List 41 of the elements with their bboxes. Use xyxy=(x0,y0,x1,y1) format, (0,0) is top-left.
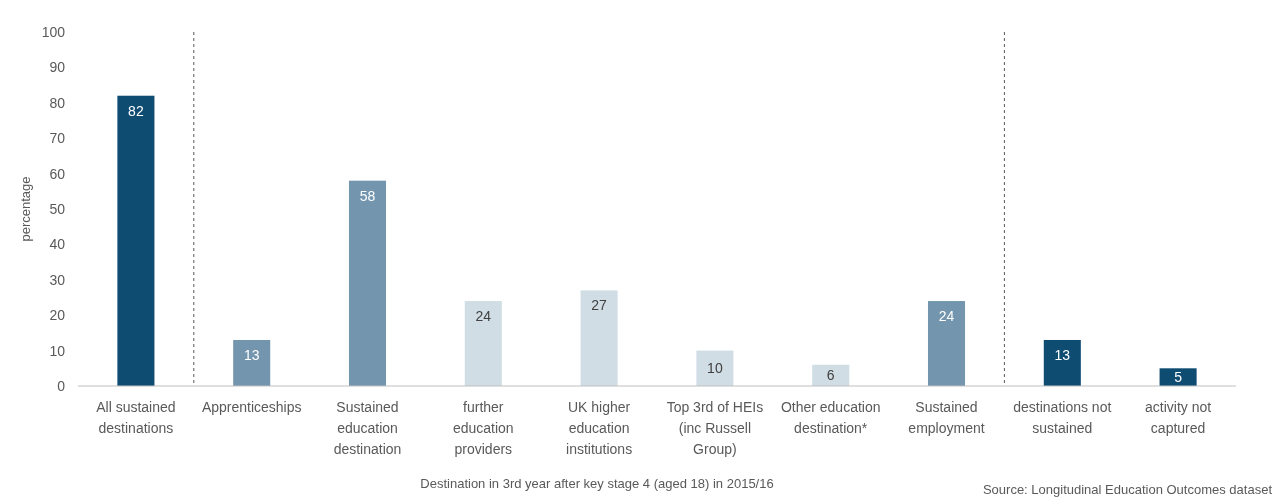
bar xyxy=(348,180,387,386)
y-tick-label: 40 xyxy=(49,236,66,253)
y-axis-title: percentage xyxy=(18,176,33,242)
data-label: 24 xyxy=(475,307,492,324)
y-tick-label: 50 xyxy=(49,200,66,217)
data-label: 13 xyxy=(243,346,260,363)
data-label: 10 xyxy=(707,360,723,377)
data-label: 24 xyxy=(938,307,955,324)
x-tick-label: All sustained destinations xyxy=(96,399,176,436)
data-label: 13 xyxy=(1054,346,1071,363)
y-tick-label: 60 xyxy=(49,165,66,182)
data-label: 5 xyxy=(1174,369,1183,386)
source-note: Source: Longitudinal Education Outcomes dataset xyxy=(982,482,1273,497)
y-tick-label: 90 xyxy=(49,59,66,76)
bar xyxy=(233,339,271,386)
bar xyxy=(464,301,502,386)
data-label: 6 xyxy=(826,367,835,384)
bar xyxy=(927,301,966,386)
y-tick-label: 30 xyxy=(49,271,66,288)
y-tick-label: 70 xyxy=(49,130,66,147)
data-label: 27 xyxy=(591,297,608,314)
data-label: 58 xyxy=(359,187,376,204)
x-tick-label: Sustained employment xyxy=(908,399,985,436)
data-label: 82 xyxy=(128,102,144,119)
bar xyxy=(1043,339,1081,386)
bar xyxy=(117,95,155,386)
y-tick-label: 80 xyxy=(49,94,66,111)
x-tick-label: UK higher education institutions xyxy=(566,399,633,457)
x-tick-label: further education providers xyxy=(452,399,514,457)
y-tick-label: 20 xyxy=(49,307,66,324)
x-axis-title: Destination in 3rd year after key stage 4 (aged 18) in 2015/16 xyxy=(420,476,774,491)
y-tick-label: 0 xyxy=(57,377,66,394)
y-tick-label: 10 xyxy=(49,342,66,359)
x-tick-label: Sustained education destination xyxy=(333,399,402,457)
x-tick-label: Other education destination* xyxy=(780,399,881,436)
x-tick-label: activity not captured xyxy=(1145,399,1212,436)
y-tick-label: 100 xyxy=(41,23,66,40)
bar xyxy=(580,290,618,386)
x-tick-label: destinations not sustained xyxy=(1013,399,1112,436)
x-tick-label: Top 3rd of HEIs (inc Russell Group) xyxy=(666,399,764,457)
x-tick-label: Apprenticeships xyxy=(201,399,302,415)
